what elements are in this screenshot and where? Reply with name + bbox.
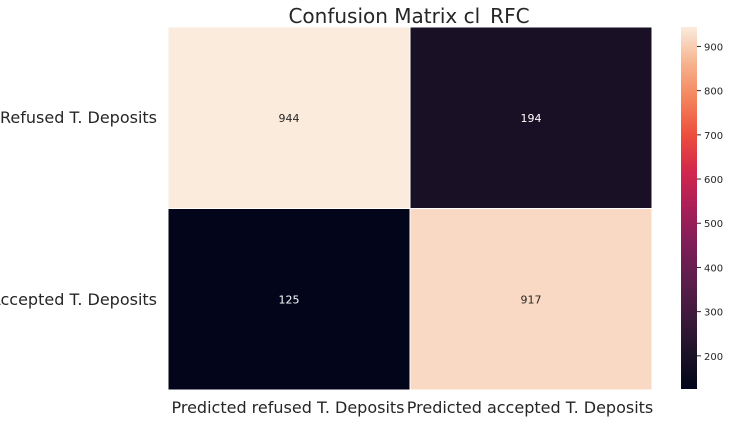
colorbar-tick-label: 600 <box>704 175 723 186</box>
colorbar-tick-label: 400 <box>704 263 723 274</box>
column-label-0: Predicted refused T. Deposits <box>171 398 404 417</box>
colorbar-tick-label: 700 <box>704 131 723 142</box>
heatmap-cell-r1-c1 <box>409 208 653 391</box>
cell-value-r0-c1: 194 <box>521 112 542 125</box>
colorbar-tick-label: 500 <box>704 219 723 230</box>
row-label-0: Refused T. Deposits <box>0 108 157 127</box>
cell-value-r0-c0: 944 <box>279 112 300 125</box>
column-label-1: Predicted accepted T. Deposits <box>407 398 654 417</box>
row-label-1: Accepted T. Deposits <box>0 290 157 309</box>
heatmap-cell-labels: 944 194 125 917 <box>279 112 542 307</box>
colorbar-ticks: 200 300 400 500 600 700 800 900 <box>697 42 723 363</box>
colorbar <box>681 27 697 389</box>
heatmap-cell-r1-c0 <box>167 208 411 391</box>
cell-value-r1-c0: 125 <box>279 293 300 306</box>
cell-value-r1-c1: 917 <box>521 293 542 306</box>
chart-title: Confusion Matrix cl_RFC <box>288 4 529 28</box>
colorbar-tick-label: 800 <box>704 87 723 98</box>
heatmap-cell-r0-c0 <box>167 26 411 209</box>
colorbar-tick-label: 300 <box>704 308 723 319</box>
heatmap-cell-r0-c1 <box>409 26 653 209</box>
heatmap-cells <box>167 26 653 391</box>
colorbar-tick-label: 900 <box>704 42 723 53</box>
colorbar-tick-label: 200 <box>704 352 723 363</box>
